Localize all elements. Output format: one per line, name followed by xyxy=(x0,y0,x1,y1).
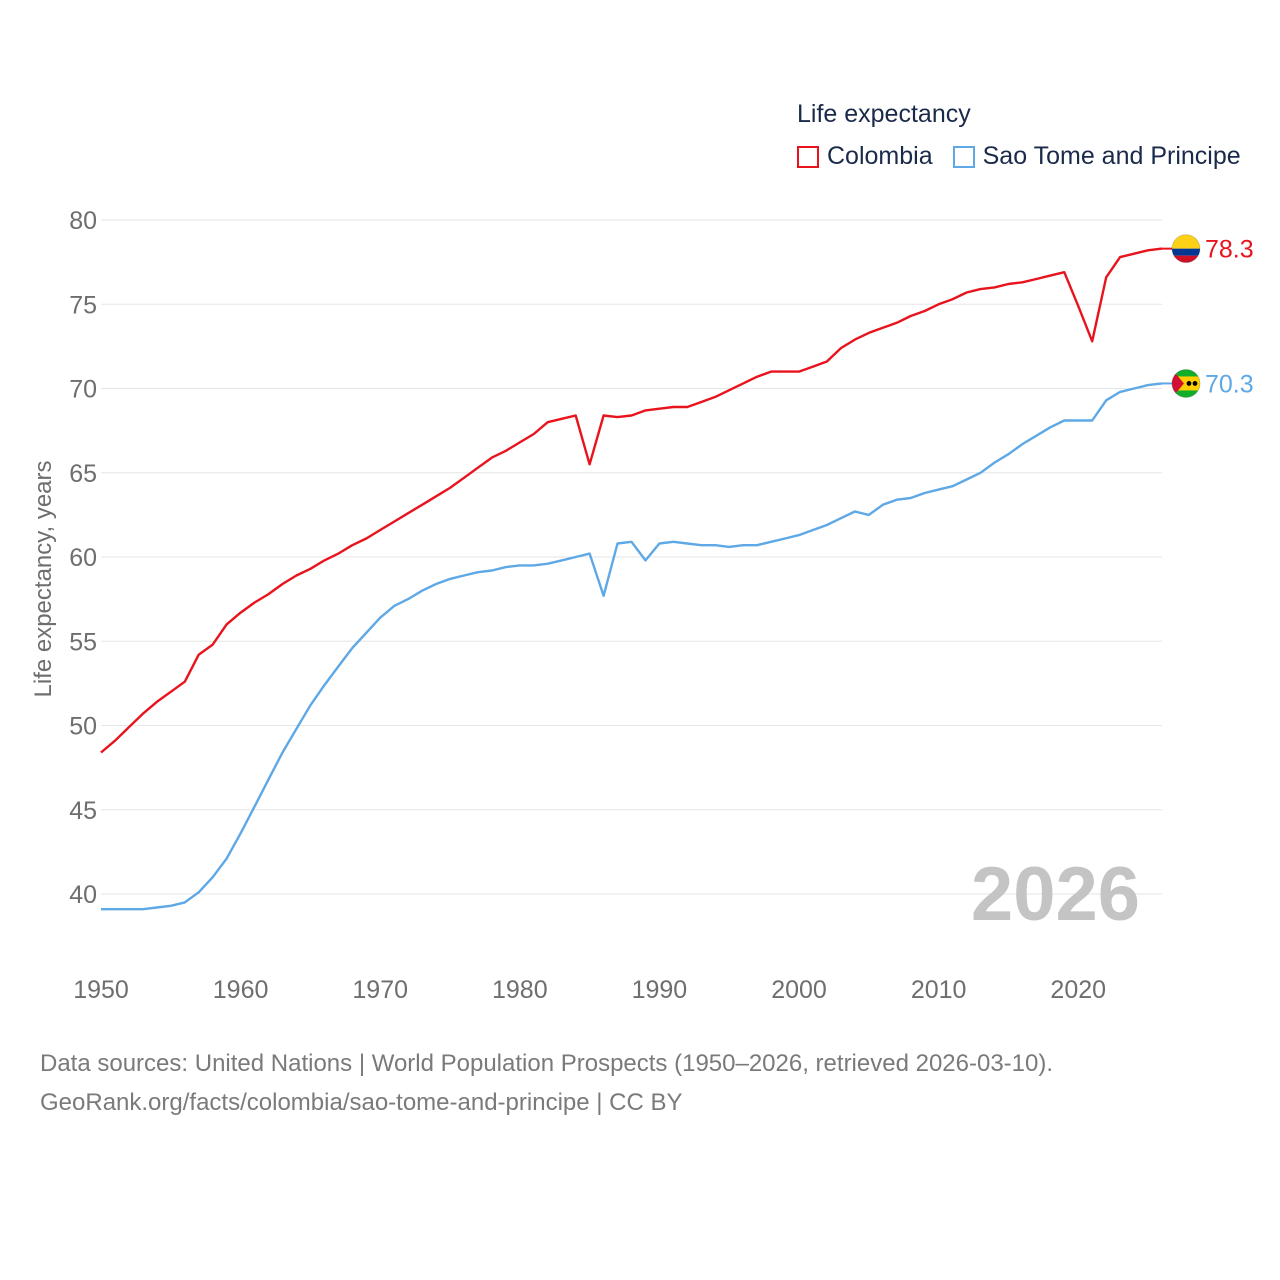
y-tick-label: 45 xyxy=(69,797,97,825)
end-labels: 78.3 70.3 xyxy=(1162,234,1254,398)
source-line-2: GeoRank.org/facts/colombia/sao-tome-and-… xyxy=(40,1089,683,1116)
x-tick-label: 1950 xyxy=(73,976,129,1004)
sao-tome-flag-icon xyxy=(1171,368,1201,398)
x-tick-label: 2020 xyxy=(1050,976,1106,1004)
y-tick-label: 40 xyxy=(69,881,97,909)
end-value-colombia: 78.3 xyxy=(1205,236,1254,264)
y-tick-label: 50 xyxy=(69,713,97,741)
source-note: Data sources: United Nations | World Pop… xyxy=(40,1044,1053,1122)
y-tick-label: 75 xyxy=(69,291,97,319)
y-axis-label: Life expectancy, years xyxy=(30,460,57,697)
series-lines xyxy=(100,247,1163,911)
year-watermark: 2026 xyxy=(971,852,1140,937)
y-tick-label: 60 xyxy=(69,544,97,572)
y-tick-label: 70 xyxy=(69,376,97,404)
legend-swatch-colombia xyxy=(797,145,819,168)
grid-lines xyxy=(101,219,1162,895)
x-axis-ticks: 1950 1960 1970 1980 1990 2000 2010 2020 xyxy=(73,976,1106,1004)
legend-swatch-sao-tome xyxy=(952,145,975,168)
series-line-colombia[interactable] xyxy=(100,247,1163,754)
legend-title: Life expectancy xyxy=(797,100,971,128)
legend-label-colombia: Colombia xyxy=(827,142,933,170)
x-tick-label: 2000 xyxy=(771,976,827,1004)
source-line-1: Data sources: United Nations | World Pop… xyxy=(40,1050,1054,1077)
x-tick-label: 1980 xyxy=(492,976,548,1004)
x-tick-label: 2010 xyxy=(911,976,967,1004)
y-tick-label: 80 xyxy=(69,207,97,235)
end-value-sao_tome: 70.3 xyxy=(1205,370,1254,398)
colombia-flag-icon xyxy=(1171,234,1201,264)
x-tick-label: 1990 xyxy=(632,976,688,1004)
legend: Colombia Sao Tome and Principe xyxy=(797,142,1261,171)
legend-label-sao-tome: Sao Tome and Principe xyxy=(982,142,1241,170)
series-line-sao_tome[interactable] xyxy=(101,382,1163,911)
y-tick-label: 55 xyxy=(69,628,97,656)
legend-item-colombia[interactable]: Colombia xyxy=(797,142,933,171)
x-tick-label: 1970 xyxy=(352,976,408,1004)
x-tick-label: 1960 xyxy=(213,976,269,1004)
legend-item-sao-tome[interactable]: Sao Tome and Principe xyxy=(952,142,1241,171)
y-tick-label: 65 xyxy=(69,460,97,488)
y-axis-ticks: 40 45 50 55 60 65 70 75 80 xyxy=(69,207,97,909)
